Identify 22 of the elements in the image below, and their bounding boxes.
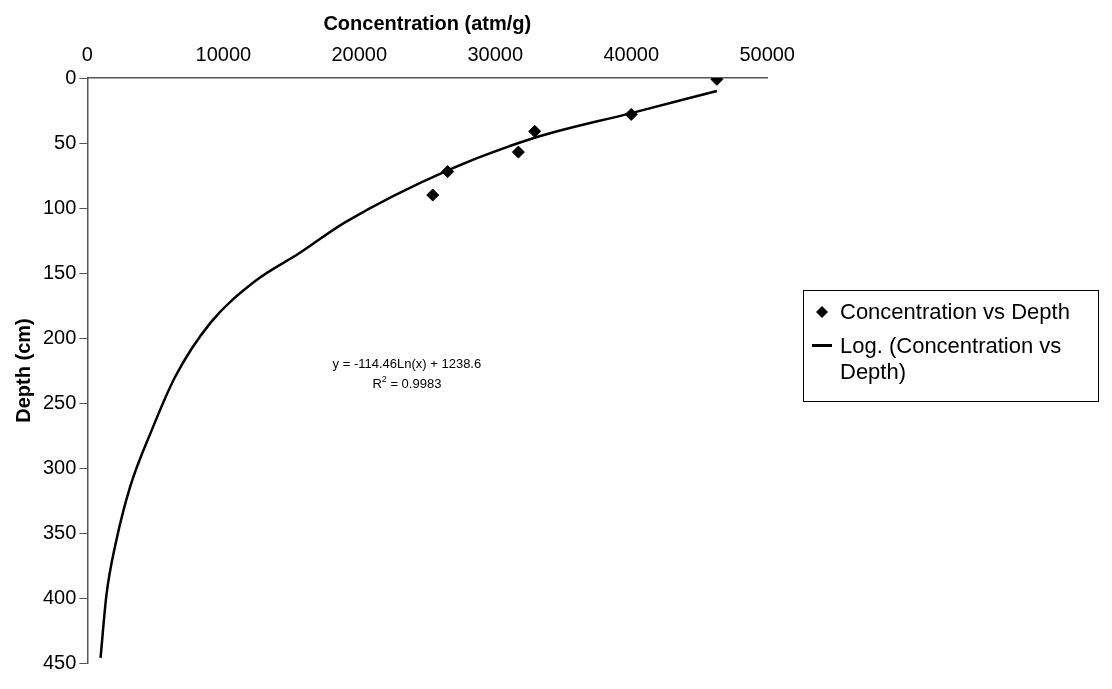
annotation: y = -114.46Ln(x) + 1238.6: [332, 356, 482, 372]
x-tick-label: 30000: [467, 42, 524, 65]
line-series: [99, 89, 719, 660]
x-tick-label: 10000: [195, 42, 252, 65]
legend-label: Log. (Concentration vs Depth): [840, 333, 1063, 385]
x-tick-label: 40000: [603, 42, 660, 65]
y-axis-title: Depth (cm): [11, 318, 34, 423]
y-tick-label: 50: [54, 130, 77, 153]
y-tick-label: 200: [42, 325, 77, 348]
x-tick-label: 0: [81, 42, 93, 65]
y-tick-label: 300: [42, 455, 77, 478]
y-tick-label: 100: [42, 195, 77, 218]
y-tick-label: 450: [42, 650, 77, 673]
y-tick-label: 350: [42, 520, 77, 543]
y-tick-label: 400: [42, 585, 77, 608]
x-tick-label: 50000: [739, 42, 795, 65]
x-axis-title: Concentration (atm/g): [323, 11, 532, 34]
y-tick-label: 250: [42, 390, 77, 413]
legend-label: Concentration vs Depth: [840, 299, 1070, 325]
y-tick-label: 150: [42, 260, 77, 283]
x-tick-label: 20000: [331, 42, 388, 65]
y-tick-label: 0: [65, 65, 77, 88]
